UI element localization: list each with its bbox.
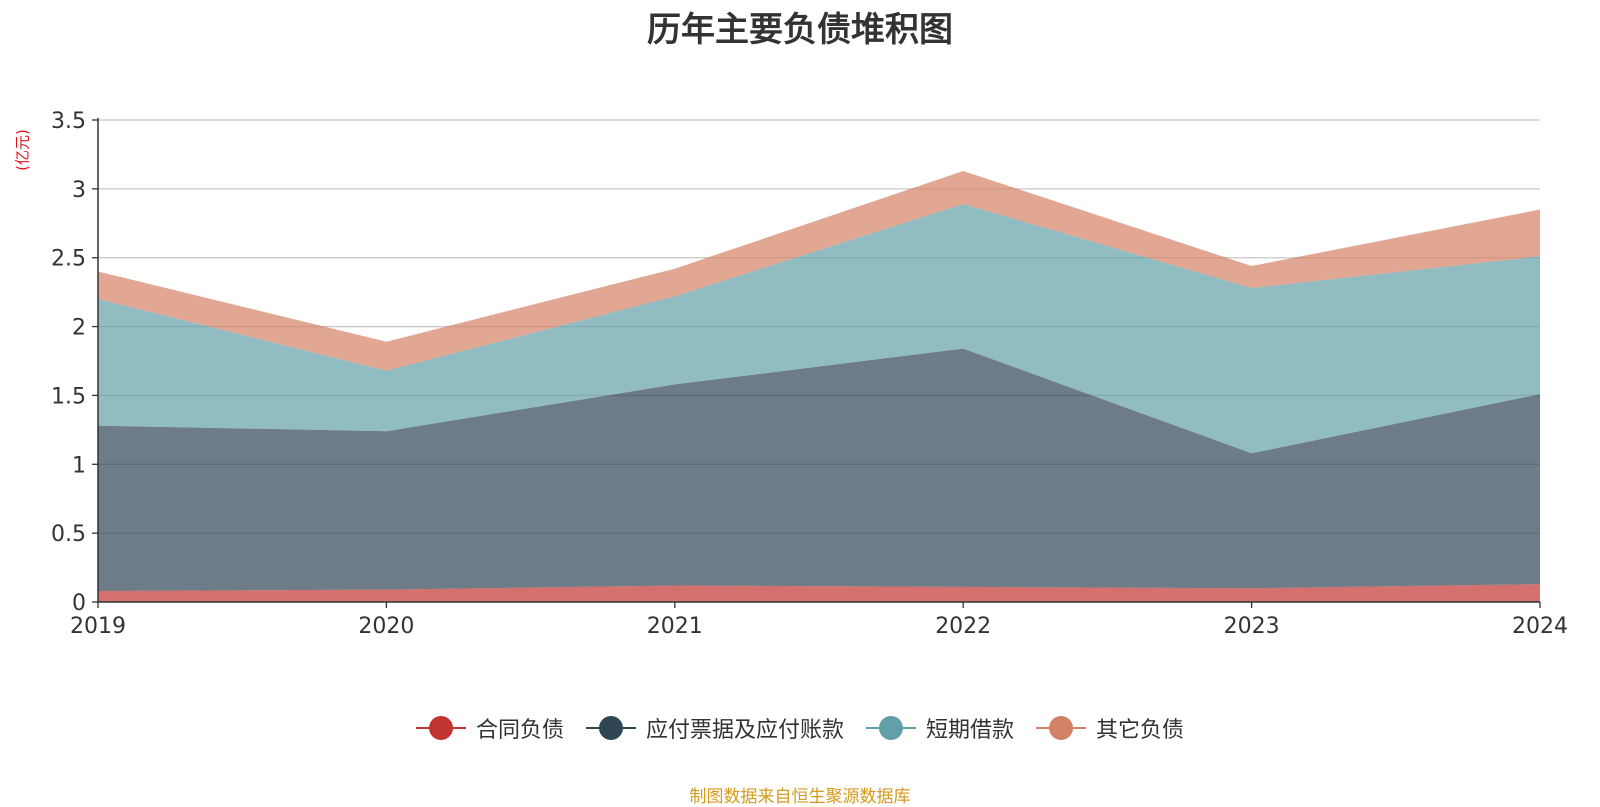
y-tick-label: 1.5 [51, 384, 86, 409]
area-series-1 [98, 348, 1540, 591]
x-tick-label: 2019 [70, 614, 126, 639]
x-tick-label: 2022 [935, 614, 991, 639]
legend-label: 其它负债 [1096, 718, 1185, 743]
legend-item-3[interactable]: 其它负债 [1036, 712, 1184, 744]
legend-marker-icon [415, 714, 466, 742]
legend-label: 合同负债 [475, 718, 564, 743]
legend-label: 短期借款 [926, 718, 1015, 743]
legend-item-0[interactable]: 合同负债 [415, 712, 564, 744]
chart-legend: 合同负债 应付票据及应付账款 短期借款 其它负债 [0, 712, 1600, 744]
chart-title: 历年主要负债堆积图 [647, 10, 953, 50]
x-tick-label: 2024 [1512, 614, 1568, 639]
legend-item-2[interactable]: 短期借款 [866, 712, 1014, 744]
y-tick-label: 2.5 [51, 247, 86, 272]
legend-marker-icon [866, 714, 916, 742]
y-tick-label: 0 [72, 591, 86, 616]
legend-marker-icon [1036, 714, 1087, 742]
y-tick-label: 1 [72, 453, 86, 478]
y-tick-label: 2 [72, 316, 86, 341]
stacked-area-chart: 0 0.5 1 1.5 2 2.5 3 3.5 2019 2020 2021 2022 2023 2024 [51, 109, 1568, 639]
x-tick-label: 2023 [1224, 614, 1280, 639]
area-series-2 [98, 204, 1540, 454]
y-tick-label: 3 [72, 178, 86, 203]
x-tick-label: 2020 [358, 614, 414, 639]
y-tick-label: 0.5 [51, 522, 86, 547]
data-source-note: 制图数据来自恒生聚源数据库 [689, 787, 911, 807]
x-tick-label: 2021 [647, 614, 703, 639]
area-series [98, 171, 1540, 602]
axes: 0 0.5 1 1.5 2 2.5 3 3.5 2019 2020 2021 2022 2023 2024 [51, 109, 1568, 639]
area-series-3 [98, 171, 1540, 371]
legend-marker-icon [585, 714, 636, 742]
y-tick-label: 3.5 [51, 109, 86, 134]
area-series-0 [98, 584, 1540, 602]
legend-label: 应付票据及应付账款 [645, 718, 844, 743]
legend-item-1[interactable]: 应付票据及应付账款 [585, 712, 844, 744]
